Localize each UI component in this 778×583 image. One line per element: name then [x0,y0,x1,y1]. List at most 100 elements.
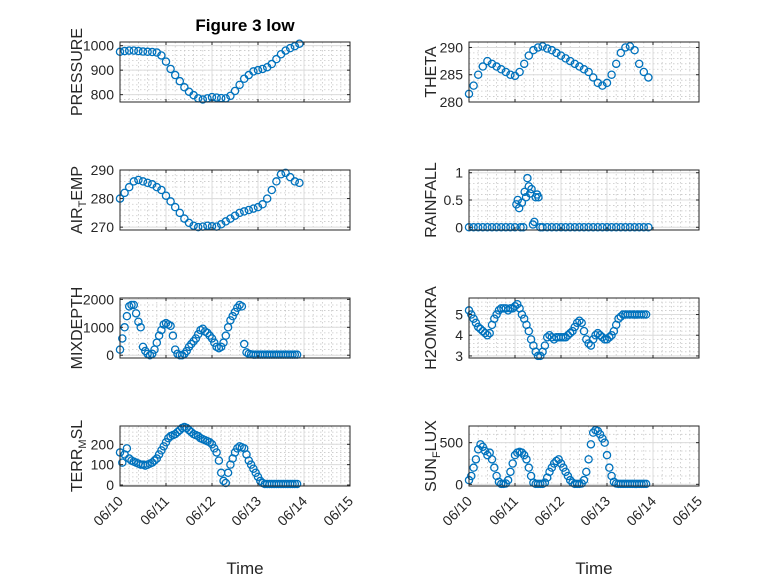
panel-h2omixra: 3 4 5 H2OMIXRA [423,286,700,370]
x-tick-label: 06/13 [577,493,613,529]
data-point [249,464,258,473]
data-point [467,310,476,319]
x-tick-label: 06/15 [669,493,705,529]
y-tick-label: 280 [440,94,464,110]
data-point [122,311,132,321]
data-point [563,330,573,340]
x-tick-label: 06/15 [320,493,356,529]
data-point [281,168,290,178]
data-point [221,478,231,488]
y-axis-label: PRESSURE [69,28,86,116]
data-point [565,223,575,232]
data-point [536,479,545,489]
data-point [189,221,198,230]
data-point [595,330,605,340]
data-point [469,314,478,323]
data-point [285,172,295,182]
y-axis-label: AIRTEMP [69,166,89,234]
data-point [517,198,527,207]
data-point [602,223,612,232]
data-point [630,223,639,232]
data-point [561,333,570,342]
data-point [483,450,492,460]
y-tick-label: 800 [91,87,115,103]
data-point [134,317,143,326]
data-point [584,455,593,464]
data-point [602,78,612,88]
data-point [496,65,506,74]
data-point [175,208,185,218]
y-axis-label: RAINFALL [423,162,440,238]
data-point [212,93,221,102]
data-point [471,318,481,328]
data-point [219,476,228,486]
data-point [639,310,649,319]
y-tick-label: 1 [455,165,463,181]
data-point [593,223,603,232]
data-point [166,197,175,206]
y-tick-label: 1000 [83,319,114,335]
data-point [503,475,513,485]
data-point [501,223,511,232]
data-point [586,440,596,449]
data-point [469,463,478,472]
data-point [621,43,630,52]
data-point [607,223,616,232]
data-point [556,223,566,232]
data-point [223,468,233,478]
data-point [506,467,515,477]
data-point [210,338,219,347]
data-point [515,67,524,77]
data-point [251,468,260,478]
data-point [487,59,497,69]
data-point [249,67,258,76]
data-point [639,223,649,232]
y-tick-label: 270 [91,219,115,235]
data-point [258,64,267,74]
data-point [253,472,263,482]
data-point [605,463,614,472]
data-point [588,335,598,344]
x-tick-label: 06/13 [228,493,264,529]
data-point [506,304,515,313]
data-point [556,459,566,468]
data-point [138,47,148,56]
axes-background [120,42,350,102]
y-tick-label: 0 [106,477,114,493]
data-point [598,81,607,90]
y-tick-label: 1000 [83,38,114,54]
data-point [542,44,552,53]
panel-rainfall: 0 0.5 1 RAINFALL [423,162,700,238]
y-tick-label: 2000 [83,291,114,307]
data-point [547,463,557,472]
data-point [506,70,515,79]
data-point [258,200,267,209]
data-point [170,70,180,80]
data-point [471,455,481,464]
data-point [602,450,612,460]
data-point [157,325,166,335]
data-point [170,345,180,354]
data-point [570,322,580,332]
data-point [272,54,281,64]
data-point [644,223,653,232]
data-point [290,41,300,51]
data-point [570,223,580,232]
data-point [127,300,136,310]
data-point [536,351,545,361]
axes-box [119,425,351,487]
data-point [552,48,561,58]
data-point [572,479,582,489]
data-point [621,223,630,232]
data-point [559,333,568,342]
data-point [611,223,621,232]
data-point [517,448,527,457]
data-point [191,334,201,343]
data-point [570,59,580,69]
y-tick-label: 4 [455,327,463,343]
y-tick-label: 5 [455,307,463,323]
data-point [473,322,483,332]
